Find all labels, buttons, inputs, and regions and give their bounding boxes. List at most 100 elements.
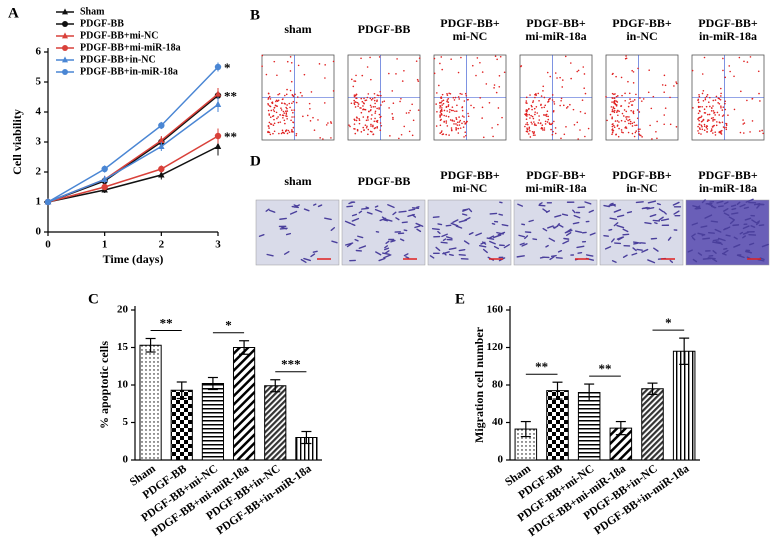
flow-dot xyxy=(272,109,275,111)
flow-dot xyxy=(664,107,667,109)
cell xyxy=(461,213,468,216)
flow-dot xyxy=(704,97,707,99)
flow-dot xyxy=(267,109,270,112)
x-tick-label: 0 xyxy=(45,239,51,251)
cell xyxy=(717,237,726,242)
flow-dot xyxy=(530,104,533,107)
cell xyxy=(749,242,755,246)
flow-dot xyxy=(710,129,713,132)
cell xyxy=(742,225,750,230)
cell xyxy=(374,205,379,208)
flow-dot xyxy=(583,87,586,90)
flow-dot xyxy=(369,130,372,133)
cell xyxy=(744,217,752,221)
flow-dot xyxy=(713,118,716,121)
cell xyxy=(517,203,524,207)
flow-dot xyxy=(439,132,441,135)
flow-dot xyxy=(628,102,630,104)
flow-dot xyxy=(551,99,554,101)
flow-dot xyxy=(532,100,535,102)
flow-dot xyxy=(611,101,613,103)
cell xyxy=(346,243,352,248)
flow-dot xyxy=(632,112,635,115)
flow-dot xyxy=(663,91,665,94)
legend-label: PDGF-BB xyxy=(80,18,124,29)
flow-dot xyxy=(439,102,441,104)
flow-dot xyxy=(527,133,530,135)
flow-dot xyxy=(366,125,368,128)
cell xyxy=(714,228,722,233)
flow-dot xyxy=(286,110,289,112)
flow-dot xyxy=(702,89,705,92)
flow-dot xyxy=(663,123,666,126)
flow-dot xyxy=(291,129,293,131)
flow-dot xyxy=(374,112,377,114)
flow-dot xyxy=(299,91,302,94)
flow-dot xyxy=(446,99,449,101)
flow-dot xyxy=(534,96,536,99)
flow-dot xyxy=(292,111,294,114)
flow-dot xyxy=(613,126,616,129)
cell xyxy=(641,248,649,253)
column-header: sham xyxy=(284,22,311,36)
flow-dot xyxy=(286,60,289,63)
cell xyxy=(695,207,701,210)
flow-dot xyxy=(722,106,725,108)
flow-dot xyxy=(719,130,722,133)
flow-dot xyxy=(706,128,709,130)
flow-dot xyxy=(403,125,406,128)
flow-dot xyxy=(710,117,713,120)
flow-dot xyxy=(624,120,626,123)
cell xyxy=(711,257,718,263)
cell xyxy=(613,209,622,213)
flow-dot xyxy=(467,98,469,101)
flow-dot xyxy=(380,104,382,106)
cell xyxy=(566,228,572,233)
flow-dot xyxy=(579,110,582,113)
flow-dot xyxy=(697,125,699,128)
flow-dot xyxy=(443,120,445,123)
flow-dot xyxy=(292,121,294,123)
flow-dot xyxy=(378,94,380,97)
flow-dot xyxy=(533,121,535,123)
flow-dot xyxy=(635,93,637,96)
flow-dot xyxy=(369,56,371,59)
cell xyxy=(542,208,548,213)
flow-dot xyxy=(703,112,706,114)
flow-dot xyxy=(716,121,718,123)
flow-dot xyxy=(447,115,450,118)
flow-dot xyxy=(458,121,461,123)
cell xyxy=(729,219,735,225)
flow-dot xyxy=(628,116,630,118)
flow-dot xyxy=(701,105,703,108)
flow-dot xyxy=(716,111,719,114)
flow-dot xyxy=(380,124,383,127)
flow-dot xyxy=(281,131,284,134)
flow-dot xyxy=(323,102,326,104)
flow-dot xyxy=(743,122,746,124)
flow-dot xyxy=(291,131,293,133)
flow-dot xyxy=(395,73,397,75)
flow-dot xyxy=(628,118,631,121)
flow-dot xyxy=(446,125,449,127)
flow-dot xyxy=(549,123,551,126)
flow-dot xyxy=(631,125,634,127)
flow-dot xyxy=(475,74,477,77)
flow-dot xyxy=(455,127,457,129)
flow-dot xyxy=(354,106,357,108)
flow-dot xyxy=(636,109,639,111)
flow-dot xyxy=(457,132,460,134)
flow-dot xyxy=(288,131,291,133)
cell xyxy=(300,258,307,264)
flow-dot xyxy=(547,98,550,101)
cell xyxy=(521,243,528,247)
flow-dot xyxy=(531,115,534,118)
cell xyxy=(441,233,448,238)
flow-dot xyxy=(638,130,640,133)
y-tick-label: 4 xyxy=(36,106,42,118)
cell xyxy=(556,223,560,228)
flow-dot xyxy=(461,122,463,125)
flow-dot xyxy=(441,133,444,136)
flow-dot xyxy=(751,98,754,100)
flow-dot xyxy=(728,65,731,67)
